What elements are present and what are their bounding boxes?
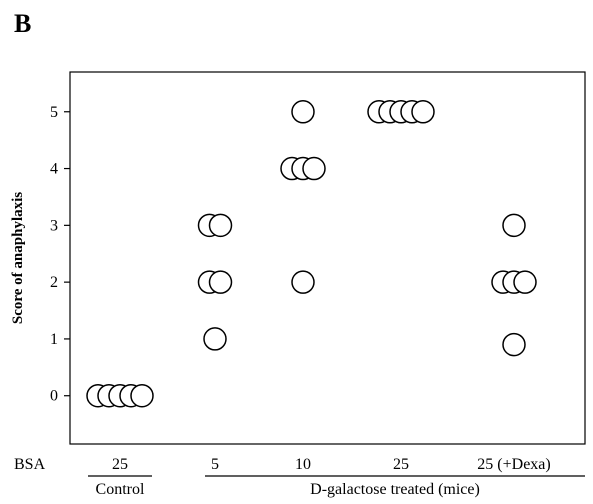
y-axis-ticks: 0 1 2 3 4 5 (50, 104, 70, 405)
y-tick-label: 4 (50, 161, 58, 178)
y-tick-label: 0 (50, 388, 58, 405)
x-group-label: D-galactose treated (mice) (310, 481, 480, 498)
x-category-label: 5 (211, 456, 219, 473)
data-point (502, 213, 526, 238)
panel-label: B (14, 9, 31, 38)
data-point (302, 156, 326, 181)
x-category-label: 10 (295, 456, 311, 473)
x-category-label: 25 (393, 456, 409, 473)
x-group-label: Control (96, 481, 145, 498)
plot-frame (69, 71, 586, 445)
x-category-labels: 25 5 10 25 25 (+Dexa) (112, 456, 551, 473)
bsa-row-label: BSA (14, 456, 46, 473)
y-tick-label: 1 (50, 331, 58, 348)
data-point (291, 100, 315, 124)
data-points (86, 100, 537, 408)
data-point (208, 213, 233, 238)
data-point (291, 270, 315, 294)
data-point (513, 270, 537, 294)
data-point (208, 270, 233, 294)
x-category-label: 25 (112, 456, 128, 473)
y-tick-label: 3 (50, 217, 58, 234)
y-axis-label: Score of anaphylaxis (10, 192, 26, 324)
x-category-label: 25 (+Dexa) (477, 456, 550, 473)
data-point (203, 327, 227, 351)
data-point (502, 332, 526, 357)
y-tick-label: 5 (50, 104, 58, 121)
data-point (130, 383, 154, 408)
x-group-labels: Control D-galactose treated (mice) (88, 475, 585, 498)
y-tick-label: 2 (50, 274, 58, 291)
data-point (411, 100, 435, 124)
